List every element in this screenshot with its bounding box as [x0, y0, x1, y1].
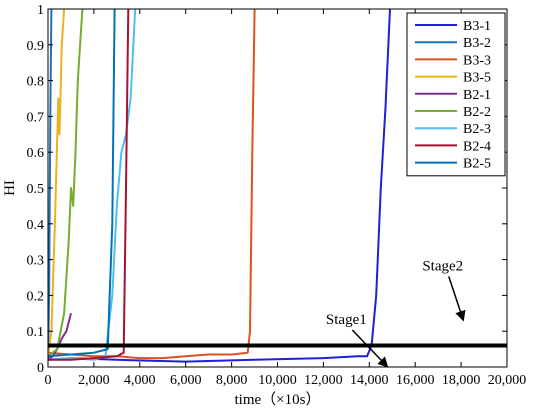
x-ticks: 0 2,000 4,000 6,000 8,000 10,000 12,000 14,000 1…: [45, 9, 527, 388]
x-tick-label: 2,000: [78, 373, 110, 388]
legend-label: B2-3: [463, 122, 491, 137]
series-line-b2-4: [48, 9, 130, 361]
y-tick-label: 0.6: [27, 146, 45, 161]
series-line-b3-2: [48, 9, 53, 360]
legend-label: B2-5: [463, 157, 491, 172]
legend-label: B2-1: [463, 88, 491, 103]
y-tick-label: 1: [37, 3, 44, 18]
legend-label: B3-2: [463, 36, 491, 51]
annotation-layer: Stage1 Stage2: [326, 258, 466, 368]
x-tick-label: 18,000: [442, 373, 481, 388]
y-tick-label: 0.5: [27, 182, 45, 197]
y-tick-label: 0: [37, 361, 44, 376]
legend-label: B2-4: [463, 139, 491, 154]
y-tick-label: 0.8: [27, 75, 45, 90]
series-line-b2-2: [48, 9, 84, 358]
legend-label: B3-1: [463, 19, 491, 34]
y-tick-label: 0.2: [27, 289, 45, 304]
annotation-stage1: Stage1: [326, 312, 367, 328]
x-tick-label: 10,000: [258, 373, 297, 388]
x-tick-label: 6,000: [170, 373, 202, 388]
series-line-b3-3: [48, 9, 256, 360]
legend-label: B3-5: [463, 71, 491, 86]
x-tick-label: 0: [45, 373, 52, 388]
x-tick-label: 12,000: [304, 373, 343, 388]
y-tick-label: 0.1: [27, 325, 45, 340]
x-tick-label: 14,000: [350, 373, 389, 388]
y-axis-label: HI: [2, 180, 18, 196]
y-ticks: 0 0.1 0.2 0.3 0.4 0.5 0.6 0.7 0.8 0.9 1: [27, 3, 507, 376]
y-tick-label: 0.3: [27, 254, 45, 269]
annotation-arrow: [351, 329, 389, 368]
legend: B3-1 B3-2 B3-3 B3-5 B2-1 B2-2 B2-3 B2-4 B2-5: [406, 12, 506, 177]
x-axis-label: time（×10s）: [235, 391, 321, 408]
series-line-b3-1: [48, 9, 391, 363]
annotation-arrow: [448, 276, 466, 322]
annotation-stage2: Stage2: [422, 258, 463, 274]
y-tick-label: 0.7: [27, 110, 45, 125]
legend-label: B2-2: [463, 105, 491, 120]
x-tick-label: 16,000: [396, 373, 435, 388]
x-tick-label: 4,000: [124, 373, 156, 388]
y-tick-label: 0.4: [27, 218, 45, 233]
legend-label: B3-3: [463, 53, 491, 68]
y-tick-label: 0.9: [27, 39, 45, 54]
x-tick-label: 8,000: [216, 373, 248, 388]
series-line-b2-5: [48, 9, 116, 358]
x-tick-label: 20,000: [488, 373, 527, 388]
